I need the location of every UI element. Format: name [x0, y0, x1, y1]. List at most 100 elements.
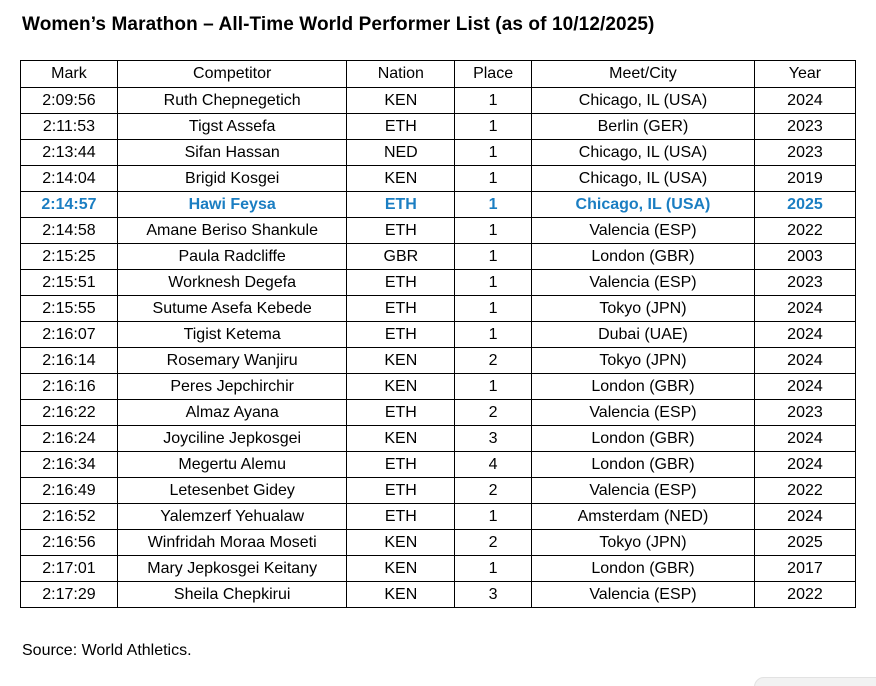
- cell-competitor: Ruth Chepnegetich: [116, 87, 348, 114]
- cell-competitor: Rosemary Wanjiru: [116, 347, 348, 374]
- cell-mark: 2:16:22: [20, 399, 118, 426]
- table-row: 2:16:22 Almaz Ayana ETH 2 Valencia (ESP) 2023: [20, 399, 857, 426]
- cell-competitor: Letesenbet Gidey: [116, 477, 348, 504]
- cell-mark: 2:15:55: [20, 295, 118, 322]
- cell-nation: ETH: [346, 477, 456, 504]
- cell-nation: KEN: [346, 165, 456, 192]
- column-header-year: Year: [753, 60, 857, 88]
- cell-mark: 2:16:24: [20, 425, 118, 452]
- table-row: 2:17:01 Mary Jepkosgei Keitany KEN 1 London …: [20, 555, 857, 582]
- cell-year: 2023: [753, 139, 857, 166]
- cell-place: 1: [454, 217, 532, 244]
- cell-place: 1: [454, 113, 532, 140]
- cell-meet-city: Tokyo (JPN): [531, 529, 755, 556]
- cell-place: 1: [454, 555, 532, 582]
- cell-competitor: Megertu Alemu: [116, 451, 348, 478]
- cell-mark: 2:16:07: [20, 321, 118, 348]
- table-row: 2:16:56 Winfridah Moraa Moseti KEN 2 Tokyo (…: [20, 529, 857, 556]
- cell-meet-city: London (GBR): [531, 373, 755, 400]
- cell-year: 2024: [753, 425, 857, 452]
- cell-competitor: Peres Jepchirchir: [116, 373, 348, 400]
- cell-meet-city: London (GBR): [531, 425, 755, 452]
- cell-meet-city: Tokyo (JPN): [531, 295, 755, 322]
- cell-place: 1: [454, 503, 532, 530]
- cell-mark: 2:11:53: [20, 113, 118, 140]
- cell-meet-city: Valencia (ESP): [531, 269, 755, 296]
- cell-meet-city: Berlin (GER): [531, 113, 755, 140]
- cell-nation: ETH: [346, 503, 456, 530]
- cell-mark: 2:14:04: [20, 165, 118, 192]
- table-row: 2:16:16 Peres Jepchirchir KEN 1 London (GBR)…: [20, 373, 857, 400]
- cell-mark: 2:14:57: [20, 191, 118, 218]
- cell-place: 1: [454, 269, 532, 296]
- cell-year: 2025: [753, 529, 857, 556]
- cell-mark: 2:15:51: [20, 269, 118, 296]
- cell-mark: 2:16:14: [20, 347, 118, 374]
- table-header: Mark Competitor Nation Place Meet/City Year: [20, 60, 857, 88]
- cell-nation: NED: [346, 139, 456, 166]
- cell-meet-city: Valencia (ESP): [531, 581, 755, 608]
- cell-year: 2017: [753, 555, 857, 582]
- cell-mark: 2:17:29: [20, 581, 118, 608]
- cell-nation: ETH: [346, 191, 456, 218]
- cell-nation: ETH: [346, 269, 456, 296]
- cell-place: 1: [454, 139, 532, 166]
- cell-competitor: Paula Radcliffe: [116, 243, 348, 270]
- table-row: 2:14:04 Brigid Kosgei KEN 1 Chicago, IL (USA…: [20, 165, 857, 192]
- table-row: 2:16:14 Rosemary Wanjiru KEN 2 Tokyo (JPN) 20…: [20, 347, 857, 374]
- cell-meet-city: Chicago, IL (USA): [531, 87, 755, 114]
- cell-competitor: Almaz Ayana: [116, 399, 348, 426]
- cell-meet-city: London (GBR): [531, 243, 755, 270]
- cell-competitor: Sutume Asefa Kebede: [116, 295, 348, 322]
- cell-place: 1: [454, 165, 532, 192]
- table-body: 2:09:56 Ruth Chepnegetich KEN 1 Chicago, IL …: [20, 87, 857, 608]
- cell-place: 1: [454, 373, 532, 400]
- cell-year: 2023: [753, 269, 857, 296]
- source-note: Source: World Athletics.: [22, 642, 192, 659]
- cell-mark: 2:16:52: [20, 503, 118, 530]
- cell-competitor: Winfridah Moraa Moseti: [116, 529, 348, 556]
- cell-competitor: Brigid Kosgei: [116, 165, 348, 192]
- cell-year: 2019: [753, 165, 857, 192]
- cell-competitor: Sifan Hassan: [116, 139, 348, 166]
- cell-nation: KEN: [346, 373, 456, 400]
- cell-competitor: Joyciline Jepkosgei: [116, 425, 348, 452]
- cell-year: 2024: [753, 295, 857, 322]
- page-title: Women’s Marathon – All-Time World Perfor…: [22, 14, 655, 35]
- cell-meet-city: London (GBR): [531, 451, 755, 478]
- cell-mark: 2:16:49: [20, 477, 118, 504]
- cell-competitor: Hawi Feysa: [116, 191, 348, 218]
- table-row: 2:16:49 Letesenbet Gidey ETH 2 Valencia (ESP…: [20, 477, 857, 504]
- cell-year: 2024: [753, 347, 857, 374]
- cell-mark: 2:13:44: [20, 139, 118, 166]
- table-row: 2:11:53 Tigst Assefa ETH 1 Berlin (GER) 2023: [20, 113, 857, 140]
- cell-mark: 2:09:56: [20, 87, 118, 114]
- cell-meet-city: Amsterdam (NED): [531, 503, 755, 530]
- cell-competitor: Amane Beriso Shankule: [116, 217, 348, 244]
- cell-place: 1: [454, 87, 532, 114]
- cell-year: 2024: [753, 373, 857, 400]
- cell-place: 3: [454, 425, 532, 452]
- corner-overlay: [754, 677, 876, 686]
- cell-year: 2023: [753, 113, 857, 140]
- column-header-competitor: Competitor: [116, 60, 348, 88]
- table-row: 2:16:07 Tigist Ketema ETH 1 Dubai (UAE) 2024: [20, 321, 857, 348]
- cell-place: 1: [454, 295, 532, 322]
- cell-place: 3: [454, 581, 532, 608]
- cell-year: 2024: [753, 321, 857, 348]
- cell-place: 2: [454, 347, 532, 374]
- cell-competitor: Yalemzerf Yehualaw: [116, 503, 348, 530]
- cell-competitor: Worknesh Degefa: [116, 269, 348, 296]
- cell-place: 4: [454, 451, 532, 478]
- cell-meet-city: Chicago, IL (USA): [531, 165, 755, 192]
- cell-nation: ETH: [346, 113, 456, 140]
- table-row: 2:16:52 Yalemzerf Yehualaw ETH 1 Amsterdam (…: [20, 503, 857, 530]
- cell-year: 2024: [753, 503, 857, 530]
- column-header-nation: Nation: [346, 60, 456, 88]
- table-row: 2:16:34 Megertu Alemu ETH 4 London (GBR) 2024: [20, 451, 857, 478]
- cell-nation: ETH: [346, 321, 456, 348]
- cell-mark: 2:16:34: [20, 451, 118, 478]
- cell-nation: GBR: [346, 243, 456, 270]
- cell-nation: KEN: [346, 425, 456, 452]
- cell-place: 1: [454, 243, 532, 270]
